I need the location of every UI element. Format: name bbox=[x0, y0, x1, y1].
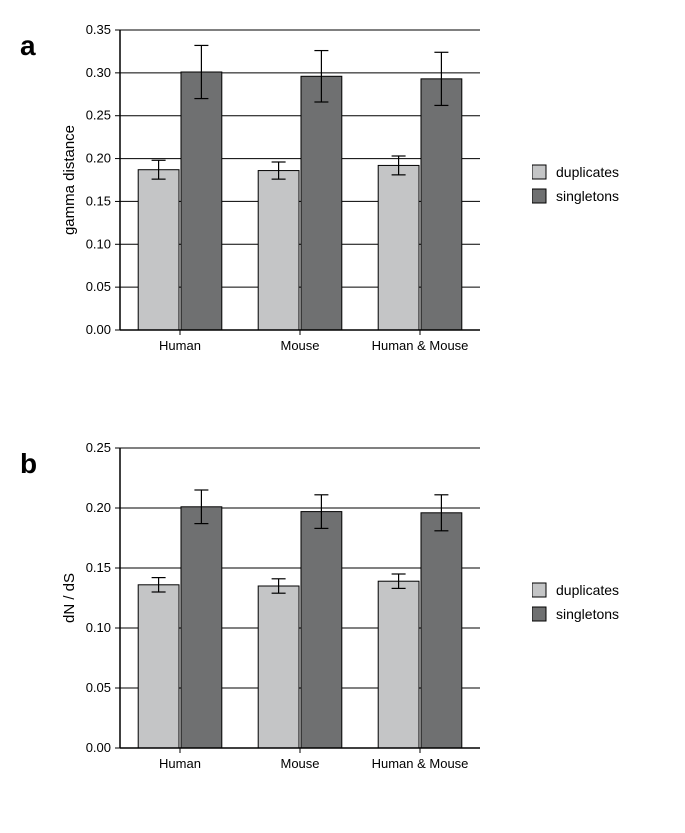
panel-b-label: b bbox=[20, 448, 37, 480]
bar-singletons bbox=[301, 76, 342, 330]
bar-singletons bbox=[421, 513, 462, 748]
svg-text:0.10: 0.10 bbox=[86, 620, 111, 635]
bar-duplicates bbox=[258, 586, 299, 748]
svg-text:Mouse: Mouse bbox=[280, 338, 319, 353]
svg-text:0.05: 0.05 bbox=[86, 680, 111, 695]
bar-duplicates bbox=[378, 165, 419, 330]
legend-label-duplicates: duplicates bbox=[556, 164, 619, 180]
legend-label-duplicates: duplicates bbox=[556, 582, 619, 598]
bar-singletons bbox=[301, 512, 342, 748]
svg-text:0.15: 0.15 bbox=[86, 193, 111, 208]
svg-text:0.10: 0.10 bbox=[86, 236, 111, 251]
svg-text:0.20: 0.20 bbox=[86, 500, 111, 515]
svg-text:0.25: 0.25 bbox=[86, 108, 111, 123]
svg-text:gamma distance: gamma distance bbox=[61, 125, 78, 235]
panel-a-chart: 0.00 0.05 0.10 0.15 0.20 0.25 0.30 0.35 Human Mou… bbox=[60, 20, 490, 370]
legend-swatch-duplicates bbox=[532, 165, 546, 179]
svg-text:0.15: 0.15 bbox=[86, 560, 111, 575]
legend-label-singletons: singletons bbox=[556, 188, 619, 204]
legend-swatch-singletons bbox=[532, 189, 546, 203]
panel-b-chart: 0.00 0.05 0.10 0.15 0.20 0.25 Human Mouse Human … bbox=[60, 438, 490, 788]
svg-text:0.05: 0.05 bbox=[86, 279, 111, 294]
panel-a-legend: duplicates singletons bbox=[532, 160, 662, 208]
bar-singletons bbox=[181, 72, 222, 330]
bar-singletons bbox=[181, 507, 222, 748]
svg-text:0.00: 0.00 bbox=[86, 322, 111, 337]
bar-singletons bbox=[421, 79, 462, 330]
panel-a-label: a bbox=[20, 30, 36, 62]
legend-swatch-duplicates bbox=[532, 583, 546, 597]
svg-text:dN / dS: dN / dS bbox=[61, 573, 78, 623]
svg-text:Mouse: Mouse bbox=[280, 756, 319, 771]
bar-duplicates bbox=[378, 581, 419, 748]
bar-duplicates bbox=[138, 170, 179, 330]
svg-text:Human: Human bbox=[159, 338, 201, 353]
svg-text:0.35: 0.35 bbox=[86, 22, 111, 37]
legend-swatch-singletons bbox=[532, 607, 546, 621]
svg-text:Human & Mouse: Human & Mouse bbox=[372, 338, 469, 353]
svg-text:0.00: 0.00 bbox=[86, 740, 111, 755]
legend-label-singletons: singletons bbox=[556, 606, 619, 622]
svg-text:0.25: 0.25 bbox=[86, 440, 111, 455]
svg-text:Human: Human bbox=[159, 756, 201, 771]
bar-duplicates bbox=[258, 171, 299, 330]
svg-text:0.30: 0.30 bbox=[86, 65, 111, 80]
panel-b-legend: duplicates singletons bbox=[532, 578, 662, 626]
svg-text:Human & Mouse: Human & Mouse bbox=[372, 756, 469, 771]
bar-duplicates bbox=[138, 585, 179, 748]
svg-text:0.20: 0.20 bbox=[86, 151, 111, 166]
